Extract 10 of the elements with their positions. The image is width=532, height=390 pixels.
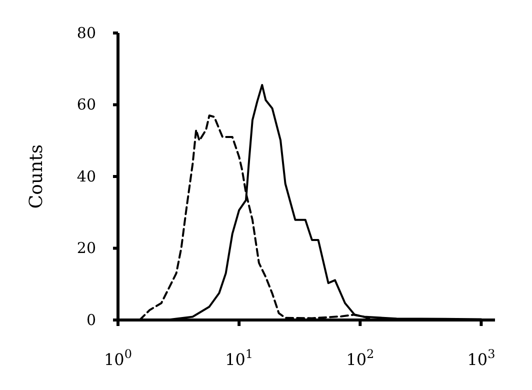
y-tick-label: 20: [76, 239, 96, 258]
y-axis-title: Counts: [26, 144, 47, 209]
y-tick-label: 60: [76, 96, 96, 114]
x-tick-label: 10$^{0}$: [104, 347, 132, 369]
y-tick-label: 40: [76, 167, 96, 186]
x-tick-label: 10$^{3}$: [467, 347, 496, 369]
x-tick-label: 10$^{2}$: [346, 347, 374, 369]
y-tick-label: 0: [86, 310, 96, 329]
y-tick-label: 80: [76, 24, 96, 42]
x-tick-label: 10$^{1}$: [225, 347, 254, 369]
